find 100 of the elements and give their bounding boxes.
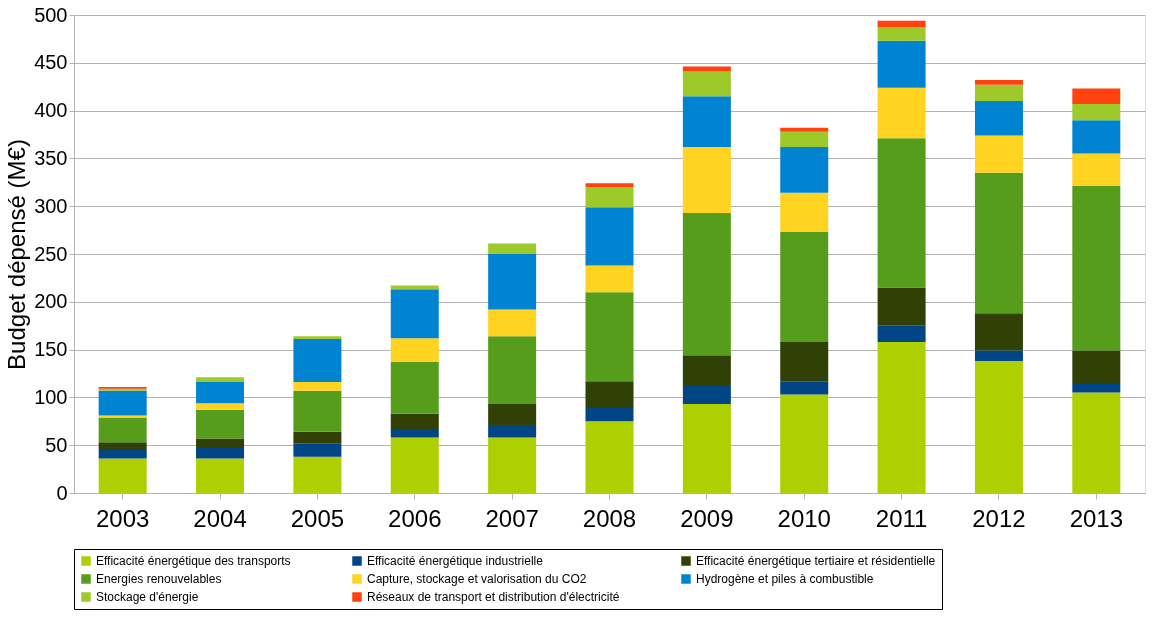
bar xyxy=(293,456,342,493)
bar xyxy=(585,207,634,266)
bar xyxy=(585,407,634,422)
bar xyxy=(780,394,829,493)
legend-label: Stockage d'énergie xyxy=(96,590,199,604)
x-tick-label: 2003 xyxy=(95,504,150,532)
bar xyxy=(780,341,829,382)
bar xyxy=(488,437,537,493)
x-tick-label: 2007 xyxy=(485,504,539,532)
bar xyxy=(196,458,245,493)
bar xyxy=(196,438,245,449)
bar xyxy=(293,339,342,383)
bar xyxy=(488,309,537,337)
x-tick-label: 2009 xyxy=(680,504,734,532)
x-tick-label: 2004 xyxy=(193,504,247,532)
bar xyxy=(974,135,1023,173)
bar xyxy=(293,336,342,340)
bar xyxy=(974,101,1023,136)
bar xyxy=(877,341,926,493)
x-tick-label: 2012 xyxy=(972,504,1026,532)
bar xyxy=(488,336,537,405)
y-tick-label: 250 xyxy=(34,242,68,265)
bar xyxy=(877,27,926,41)
y-tick-label: 350 xyxy=(34,146,68,169)
bar xyxy=(780,232,829,342)
bar xyxy=(974,172,1023,314)
bar xyxy=(98,417,147,443)
y-tick-label: 100 xyxy=(34,385,68,408)
bar xyxy=(682,212,731,356)
bar xyxy=(585,183,634,188)
bar xyxy=(390,429,439,438)
y-tick-label: 500 xyxy=(34,3,68,26)
x-tick-label: 2005 xyxy=(290,504,345,532)
x-tick-label: 2008 xyxy=(582,504,637,532)
bar xyxy=(877,287,926,326)
bar xyxy=(585,187,634,208)
legend-label: Efficacité énergétique tertiaire et résidentielle xyxy=(696,554,936,568)
bar xyxy=(585,421,634,493)
bar xyxy=(974,313,1023,351)
bar xyxy=(196,403,245,410)
legend-label: Efficacité énergétique des transports xyxy=(96,554,291,568)
bar xyxy=(780,192,829,233)
legend-label: Hydrogène et piles à combustible xyxy=(696,572,874,586)
bar xyxy=(488,254,537,310)
legend-label: Energies renouvelables xyxy=(96,572,222,586)
y-tick-label: 300 xyxy=(34,194,68,217)
bar xyxy=(877,20,926,28)
bar xyxy=(488,243,537,254)
bar xyxy=(98,390,147,416)
bar xyxy=(682,96,731,147)
bar xyxy=(488,425,537,438)
bar xyxy=(682,404,731,493)
bar xyxy=(390,413,439,430)
bar xyxy=(1072,103,1121,121)
legend-label: Efficacité énergétique industrielle xyxy=(367,554,544,568)
legend-label: Capture, stockage et valorisation du CO2 xyxy=(367,572,587,586)
bar xyxy=(293,443,342,457)
bar xyxy=(390,289,439,339)
bar xyxy=(1072,383,1121,393)
bar xyxy=(196,448,245,459)
bar xyxy=(877,40,926,88)
bar xyxy=(974,361,1023,493)
bar xyxy=(682,146,731,213)
bar xyxy=(293,431,342,444)
bar xyxy=(1072,186,1121,351)
bar xyxy=(1072,350,1121,384)
bar xyxy=(682,385,731,405)
x-tick-label: 2013 xyxy=(1069,504,1124,532)
bar xyxy=(974,80,1023,85)
legend-label: Réseaux de transport et distribution d'électricité xyxy=(367,590,620,604)
bar xyxy=(1072,120,1121,154)
y-tick-label: 200 xyxy=(34,290,68,313)
bar xyxy=(877,325,926,342)
bar xyxy=(196,409,245,439)
bar xyxy=(682,71,731,97)
y-tick-label: 50 xyxy=(45,433,68,456)
bar xyxy=(780,131,829,147)
bar xyxy=(98,449,147,459)
x-tick-label: 2010 xyxy=(777,504,831,532)
y-tick-label: 400 xyxy=(34,99,68,122)
bar xyxy=(877,138,926,288)
y-axis-title: Budget dépensé (M€) xyxy=(3,139,31,370)
bar xyxy=(390,362,439,414)
y-tick-label: 450 xyxy=(34,51,68,74)
bar xyxy=(682,355,731,386)
bar xyxy=(585,265,634,293)
bar xyxy=(390,338,439,363)
bar xyxy=(780,127,829,132)
bar xyxy=(877,87,926,139)
bar xyxy=(974,350,1023,362)
y-tick-label: 0 xyxy=(56,481,68,504)
bar xyxy=(1072,88,1121,104)
bar xyxy=(780,381,829,395)
bar xyxy=(585,292,634,382)
bar xyxy=(585,381,634,408)
bar xyxy=(196,377,245,383)
bar xyxy=(98,442,147,450)
bar xyxy=(780,146,829,193)
bar xyxy=(98,458,147,493)
bar xyxy=(293,390,342,432)
